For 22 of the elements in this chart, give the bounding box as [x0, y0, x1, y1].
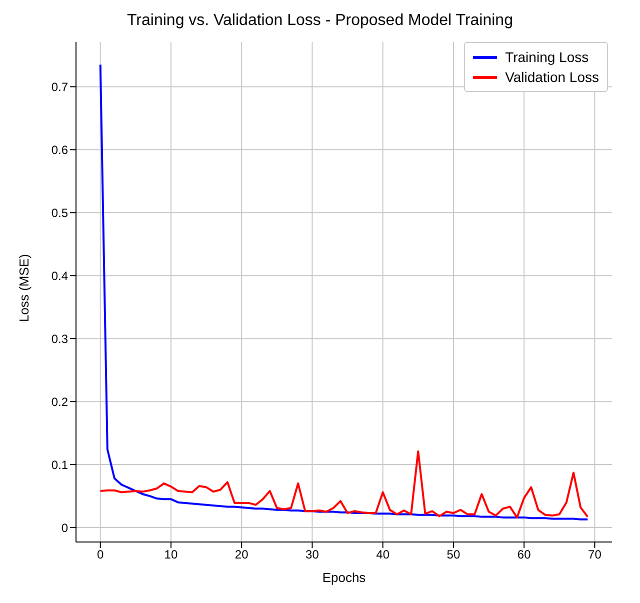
x-tick-label: 20	[234, 548, 249, 562]
y-tick-label: 0.2	[51, 394, 68, 409]
y-tick-label: 0.3	[51, 332, 68, 346]
y-tick-label: 0.7	[51, 80, 68, 94]
legend-label: Validation Loss	[505, 68, 599, 87]
x-axis-title: Epochs	[322, 570, 366, 585]
y-tick-label: 0.5	[51, 206, 68, 220]
x-tick-label: 30	[306, 548, 320, 562]
x-tick-label: 10	[164, 548, 178, 562]
y-tick-label: 0.1	[51, 458, 68, 472]
legend-label: Training Loss	[505, 48, 589, 67]
x-tick-label: 60	[517, 548, 532, 562]
x-tick-label: 40	[376, 548, 390, 562]
chart-title: Training vs. Validation Loss - Proposed Model Training	[126, 11, 514, 31]
y-axis-title: Loss (MSE)	[16, 254, 32, 322]
line-series	[99, 450, 589, 518]
x-tick-label: 50	[446, 548, 460, 562]
x-tick-label: 0	[97, 548, 104, 562]
y-tick-label: 0	[61, 520, 68, 535]
x-tick-label: 70	[588, 548, 602, 562]
y-tick-label: 0.4	[51, 268, 68, 283]
y-tick-label: 0.6	[51, 142, 68, 157]
